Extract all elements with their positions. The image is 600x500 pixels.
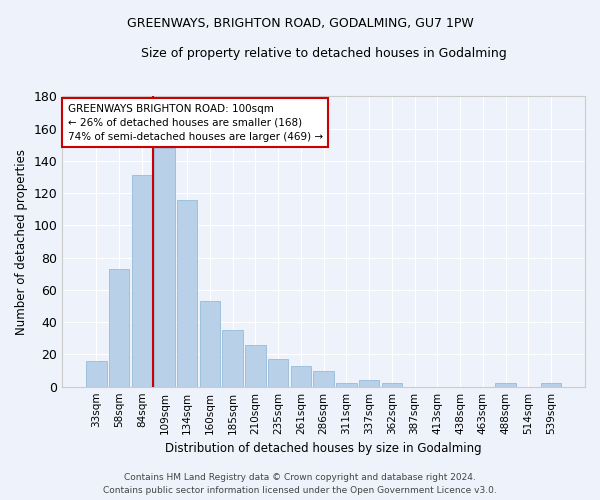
Bar — [313, 370, 334, 386]
Text: Contains HM Land Registry data © Crown copyright and database right 2024.
Contai: Contains HM Land Registry data © Crown c… — [103, 474, 497, 495]
X-axis label: Distribution of detached houses by size in Godalming: Distribution of detached houses by size … — [166, 442, 482, 455]
Bar — [177, 200, 197, 386]
Bar — [223, 330, 243, 386]
Bar — [290, 366, 311, 386]
Bar — [496, 384, 516, 386]
Bar — [200, 301, 220, 386]
Text: GREENWAYS, BRIGHTON ROAD, GODALMING, GU7 1PW: GREENWAYS, BRIGHTON ROAD, GODALMING, GU7… — [127, 18, 473, 30]
Y-axis label: Number of detached properties: Number of detached properties — [15, 148, 28, 334]
Bar — [268, 360, 289, 386]
Bar — [382, 384, 402, 386]
Bar — [154, 148, 175, 386]
Bar — [109, 269, 129, 386]
Bar — [336, 384, 356, 386]
Bar — [131, 176, 152, 386]
Bar — [359, 380, 379, 386]
Bar — [541, 384, 561, 386]
Title: Size of property relative to detached houses in Godalming: Size of property relative to detached ho… — [141, 48, 506, 60]
Text: GREENWAYS BRIGHTON ROAD: 100sqm
← 26% of detached houses are smaller (168)
74% o: GREENWAYS BRIGHTON ROAD: 100sqm ← 26% of… — [68, 104, 323, 142]
Bar — [86, 361, 107, 386]
Bar — [245, 344, 266, 387]
